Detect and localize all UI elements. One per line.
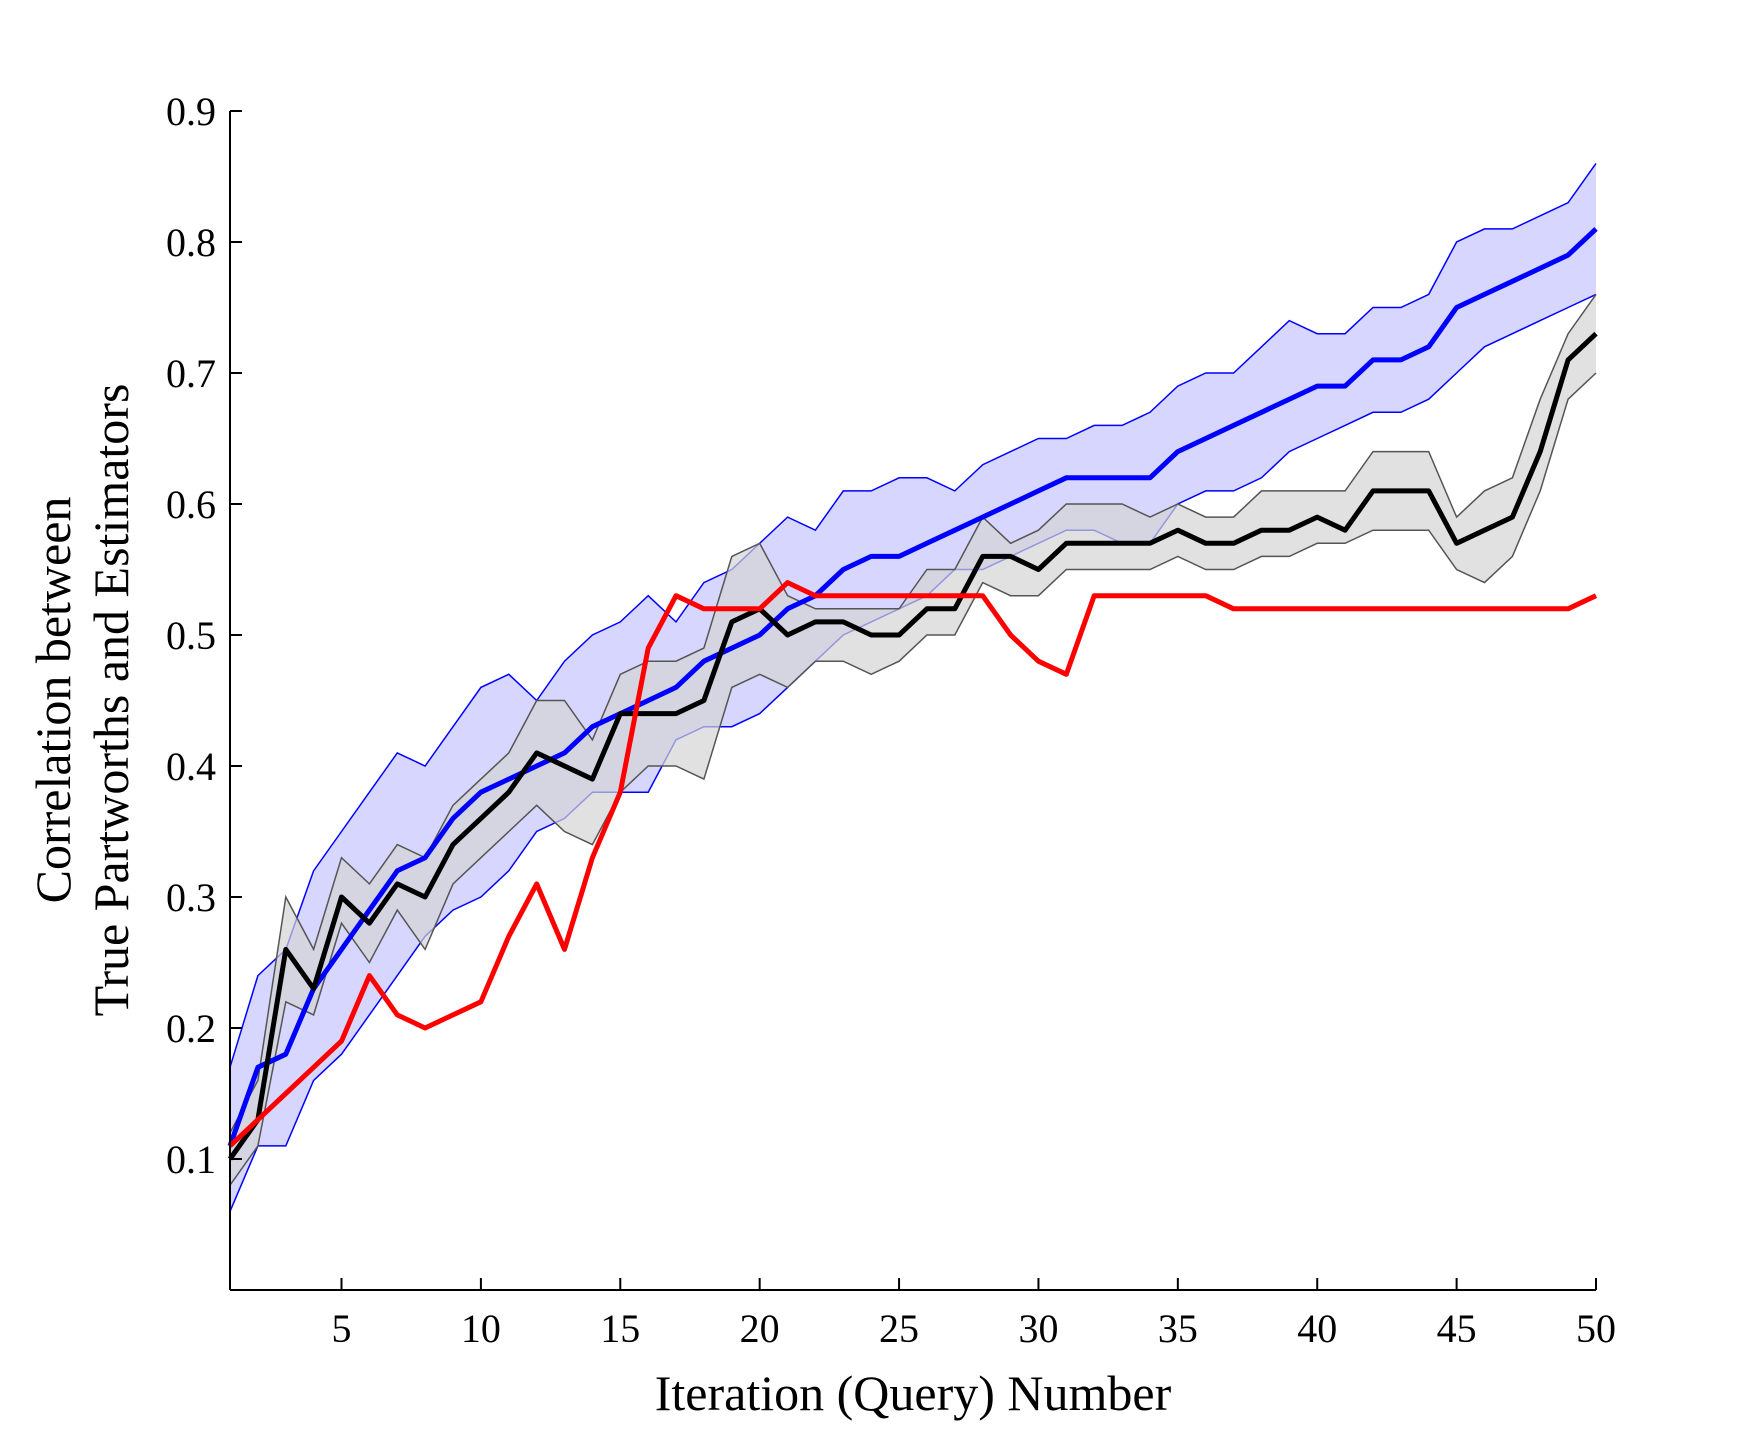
x-tick-label-35: 35 — [1158, 1306, 1198, 1351]
series-0-upper-bound — [229, 162, 1597, 1068]
y-tick-label-0.9: 0.9 — [166, 89, 216, 134]
y-tick-label-0.8: 0.8 — [166, 220, 216, 265]
x-tick-label-5: 5 — [332, 1306, 352, 1351]
x-axis-label: Iteration (Query) Number — [655, 1365, 1172, 1421]
series-0-line — [227, 227, 1598, 1147]
series-1-lower-bound — [229, 372, 1597, 1186]
y-tick-label-0.2: 0.2 — [166, 1006, 216, 1051]
x-tick-label-30: 30 — [1018, 1306, 1058, 1351]
series-0-band — [230, 163, 1596, 1212]
y-tick-label-0.5: 0.5 — [166, 613, 216, 658]
y-ticks: 0.1 0.2 0.3 0.4 0.5 0.6 0.7 0.8 0.9 — [166, 89, 242, 1182]
series-2-line — [228, 580, 1598, 1148]
x-tick-label-50: 50 — [1576, 1306, 1616, 1351]
y-axis-label: Correlation between True Partworths and … — [25, 384, 139, 1017]
confidence-bands — [229, 162, 1597, 1212]
series-1-upper-bound — [229, 293, 1597, 1134]
x-tick-label-10: 10 — [461, 1306, 501, 1351]
y-axis-label-line-1: Correlation between — [25, 497, 81, 904]
x-tick-label-25: 25 — [879, 1306, 919, 1351]
x-ticks: 5 10 15 20 25 30 35 40 45 50 — [332, 1278, 1616, 1351]
y-tick-label-0.4: 0.4 — [166, 744, 216, 789]
x-tick-label-40: 40 — [1297, 1306, 1337, 1351]
y-tick-label-0.1: 0.1 — [166, 1137, 216, 1182]
y-tick-label-0.7: 0.7 — [166, 351, 216, 396]
y-tick-label-0.6: 0.6 — [166, 482, 216, 527]
series-1-band — [230, 294, 1596, 1186]
series-1-line — [227, 331, 1598, 1161]
y-axis-label-line-2: True Partworths and Estimators — [83, 384, 139, 1017]
x-tick-label-15: 15 — [600, 1306, 640, 1351]
x-tick-label-45: 45 — [1437, 1306, 1477, 1351]
axes — [229, 111, 1596, 1291]
series-lines — [227, 227, 1598, 1161]
y-tick-label-0.3: 0.3 — [166, 875, 216, 920]
x-tick-label-20: 20 — [740, 1306, 780, 1351]
